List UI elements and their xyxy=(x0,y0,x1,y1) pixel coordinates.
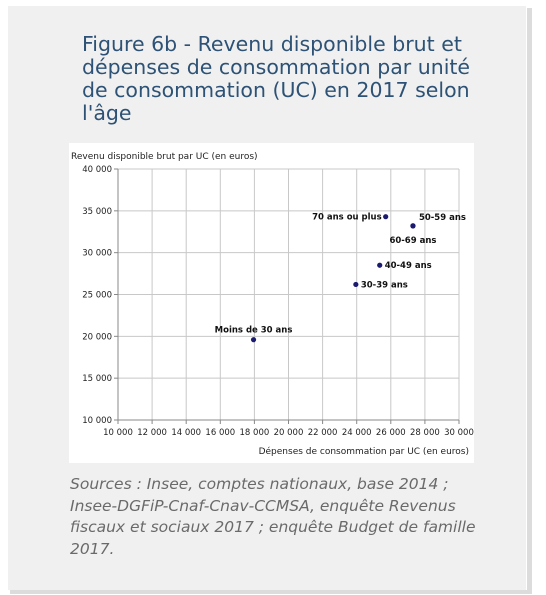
y-tick-label: 20 000 xyxy=(82,332,112,342)
data-points: Moins de 30 ans 30-39 ans 40-49 ans 50-59 a… xyxy=(215,213,466,343)
x-tick-label: 28 000 xyxy=(410,428,440,438)
data-point xyxy=(410,223,416,229)
data-point xyxy=(250,337,257,343)
data-label: 70 ans ou plus xyxy=(312,213,382,223)
panel-shadow-bottom xyxy=(10,590,532,594)
grid-lines xyxy=(118,168,460,420)
x-tick-label: 24 000 xyxy=(342,428,372,438)
y-tick-label: 30 000 xyxy=(82,249,112,259)
data-point xyxy=(353,281,359,288)
data-label: 40-49 ans xyxy=(385,261,432,271)
chart-area: 10 000 12 000 14 000 16 000 18 000 20 000 22 0… xyxy=(69,143,474,463)
data-point xyxy=(377,262,383,268)
figure-title: Figure 6b - Revenu disponible brut et dé… xyxy=(82,32,471,125)
x-tick-label: 12 000 xyxy=(137,428,167,438)
x-tick-label: 30 000 xyxy=(444,428,474,438)
x-tick-label: 14 000 xyxy=(171,428,201,438)
data-point xyxy=(383,214,389,220)
x-tick-label: 18 000 xyxy=(240,428,270,438)
y-axis-label: Revenu disponible brut par UC (en euros) xyxy=(71,152,258,162)
x-tick-label: 10 000 xyxy=(103,428,133,438)
data-label: Moins de 30 ans xyxy=(215,326,293,336)
scatter-chart: 10 000 12 000 14 000 16 000 18 000 20 000 22 0… xyxy=(71,152,474,457)
data-label: 60-69 ans xyxy=(389,236,436,246)
x-axis-label: Dépenses de consommation par UC (en euro… xyxy=(259,446,469,457)
x-tick-label: 20 000 xyxy=(274,428,304,438)
sources-note: Sources : Insee, comptes nationaux, base… xyxy=(70,475,476,558)
y-tick-label: 25 000 xyxy=(82,291,112,301)
x-tick-label: 22 000 xyxy=(308,428,338,438)
y-tick-label: 10 000 xyxy=(82,416,112,426)
panel-shadow-right xyxy=(527,8,532,591)
y-tick-label: 15 000 xyxy=(82,374,112,384)
axes xyxy=(114,168,460,424)
x-tick-label: 26 000 xyxy=(376,428,406,438)
data-label: 50-59 ans xyxy=(419,213,466,223)
y-tick-label: 35 000 xyxy=(82,207,112,217)
x-tick-label: 16 000 xyxy=(205,428,235,438)
data-label: 30-39 ans xyxy=(361,280,408,290)
tick-labels: 10 000 12 000 14 000 16 000 18 000 20 000 22 0… xyxy=(82,165,474,438)
y-tick-label: 40 000 xyxy=(82,165,112,175)
